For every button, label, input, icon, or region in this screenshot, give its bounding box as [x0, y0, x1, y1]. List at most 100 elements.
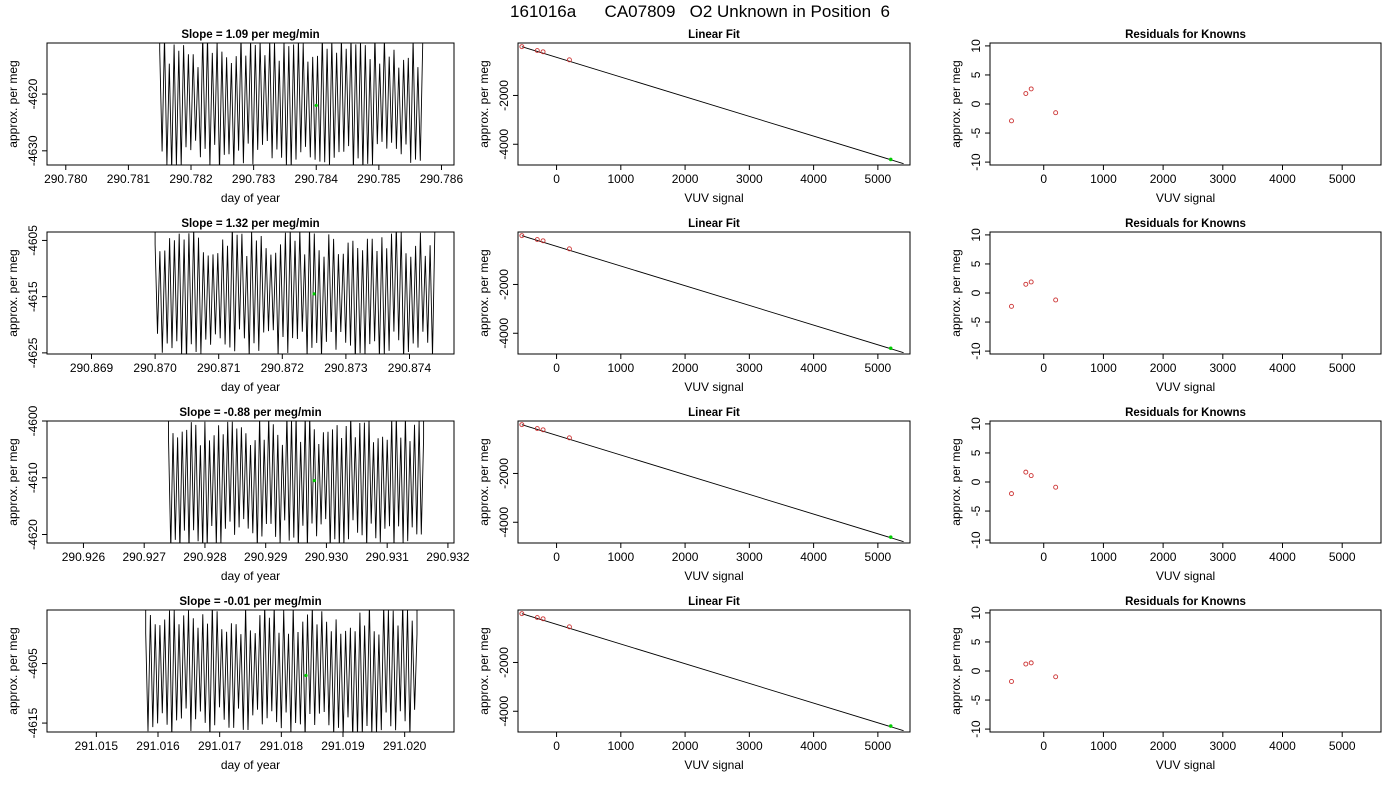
y-axis-label: approx. per meg	[949, 60, 963, 147]
residual-point	[1009, 679, 1014, 684]
y-axis-label: approx. per meg	[477, 627, 491, 714]
x-tick-label: 5000	[1329, 172, 1356, 186]
plot-frame	[46, 231, 455, 355]
panel-title: Residuals for Knowns	[1125, 596, 1246, 608]
x-tick-label: 0	[1040, 739, 1047, 753]
x-tick-label: 2000	[672, 739, 699, 753]
x-tick-label: 5000	[1329, 361, 1356, 375]
trace-line	[154, 232, 436, 354]
y-tick-label: 10	[969, 606, 983, 620]
y-tick-label: -4625	[26, 337, 40, 368]
x-tick-label: 290.783	[232, 172, 276, 186]
panel-fit-row-2: Linear Fit 0 1000 2000 3000 4000 5000 -2000 -400…	[477, 407, 911, 583]
x-tick-label: 2000	[672, 550, 699, 564]
x-tick-label: 2000	[1150, 172, 1177, 186]
y-axis-label: approx. per meg	[6, 249, 20, 336]
x-tick-label: 4000	[1269, 172, 1296, 186]
plot-frame	[989, 420, 1382, 544]
y-axis-label: approx. per meg	[477, 438, 491, 525]
x-tick-label: 2000	[672, 172, 699, 186]
x-axis-label: VUV signal	[684, 191, 743, 205]
x-tick-label: 291.020	[383, 739, 427, 753]
fit-line	[521, 613, 904, 732]
known-point	[519, 611, 525, 617]
panel-residuals-row-1: Residuals for Knowns 0 1000 2000 3000 4000 500…	[949, 218, 1382, 394]
x-tick-label: 290.784	[295, 172, 339, 186]
y-tick-label: 0	[969, 478, 983, 485]
x-tick-label: 1000	[607, 361, 634, 375]
panel-title: Slope = -0.88 per meg/min	[179, 407, 321, 419]
x-tick-label: 2000	[1150, 550, 1177, 564]
plot-frame	[46, 420, 455, 544]
known-point	[540, 616, 546, 622]
x-axis-label: day of year	[221, 380, 280, 394]
x-axis-label: day of year	[221, 191, 280, 205]
y-tick-label: -10	[969, 153, 983, 171]
x-tick-label: 291.015	[75, 739, 119, 753]
x-tick-label: 1000	[607, 550, 634, 564]
plot-frame	[517, 42, 911, 166]
y-tick-label: -4000	[497, 507, 511, 538]
x-tick-label: 1000	[607, 739, 634, 753]
plot-area	[159, 43, 424, 165]
fit-line	[521, 235, 904, 354]
residual-point	[1009, 118, 1014, 124]
y-tick-label: -5	[969, 127, 983, 138]
y-tick-label: -10	[969, 342, 983, 360]
known-point	[519, 422, 525, 428]
panel-title: Residuals for Knowns	[1125, 407, 1246, 419]
x-tick-label: 290.781	[107, 172, 151, 186]
y-tick-label: -10	[969, 531, 983, 549]
panel-title: Slope = -0.01 per meg/min	[179, 596, 321, 608]
y-tick-label: -2000	[497, 269, 511, 300]
plot-frame	[46, 609, 455, 733]
plot-frame	[989, 231, 1382, 355]
x-tick-label: 4000	[800, 361, 827, 375]
y-tick-label: 0	[969, 667, 983, 674]
y-axis-label: approx. per meg	[949, 249, 963, 336]
x-tick-label: 290.931	[365, 550, 409, 564]
x-tick-label: 4000	[1269, 361, 1296, 375]
x-tick-label: 291.019	[321, 739, 365, 753]
y-tick-label: -4000	[497, 318, 511, 349]
y-tick-label: -4620	[26, 519, 40, 550]
y-tick-label: 0	[969, 289, 983, 296]
x-tick-label: 5000	[1329, 739, 1356, 753]
known-point	[540, 49, 546, 55]
x-tick-label: 290.872	[261, 361, 305, 375]
residual-point	[1053, 674, 1059, 680]
y-axis-label: approx. per meg	[949, 438, 963, 525]
x-tick-label: 0	[553, 739, 560, 753]
plot-area	[519, 611, 904, 732]
panel-title: Slope = 1.09 per meg/min	[181, 29, 319, 41]
y-tick-label: -4615	[26, 281, 40, 312]
x-tick-label: 0	[1040, 361, 1047, 375]
x-tick-label: 5000	[865, 550, 892, 564]
panel-trace-row-2: Slope = -0.88 per meg/min 290.926 290.927 2…	[6, 405, 470, 583]
x-tick-label: 290.869	[70, 361, 114, 375]
plot-frame	[517, 609, 911, 733]
trace-line	[168, 421, 425, 543]
x-tick-label: 5000	[865, 739, 892, 753]
x-tick-label: 290.932	[426, 550, 470, 564]
x-tick-label: 3000	[736, 172, 763, 186]
residual-point	[1028, 279, 1034, 285]
plot-area	[519, 422, 904, 543]
x-axis-label: VUV signal	[684, 758, 743, 772]
x-tick-label: 4000	[800, 739, 827, 753]
x-tick-label: 0	[553, 550, 560, 564]
y-axis-label: approx. per meg	[477, 249, 491, 336]
plot-area	[145, 610, 418, 732]
plot-frame	[989, 42, 1382, 166]
y-axis-label: approx. per meg	[6, 438, 20, 525]
y-axis-label: approx. per meg	[949, 627, 963, 714]
known-point	[566, 57, 572, 63]
x-tick-label: 290.870	[133, 361, 177, 375]
known-point	[566, 435, 572, 441]
residual-point	[1053, 110, 1059, 116]
x-tick-label: 2000	[1150, 739, 1177, 753]
residual-point	[1028, 473, 1034, 479]
residual-point	[1009, 303, 1014, 309]
x-tick-label: 1000	[1090, 361, 1117, 375]
